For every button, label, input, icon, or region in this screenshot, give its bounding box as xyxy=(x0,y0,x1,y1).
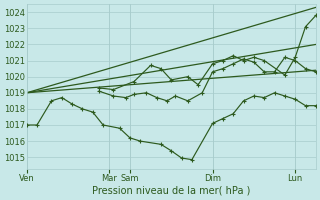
X-axis label: Pression niveau de la mer( hPa ): Pression niveau de la mer( hPa ) xyxy=(92,186,251,196)
